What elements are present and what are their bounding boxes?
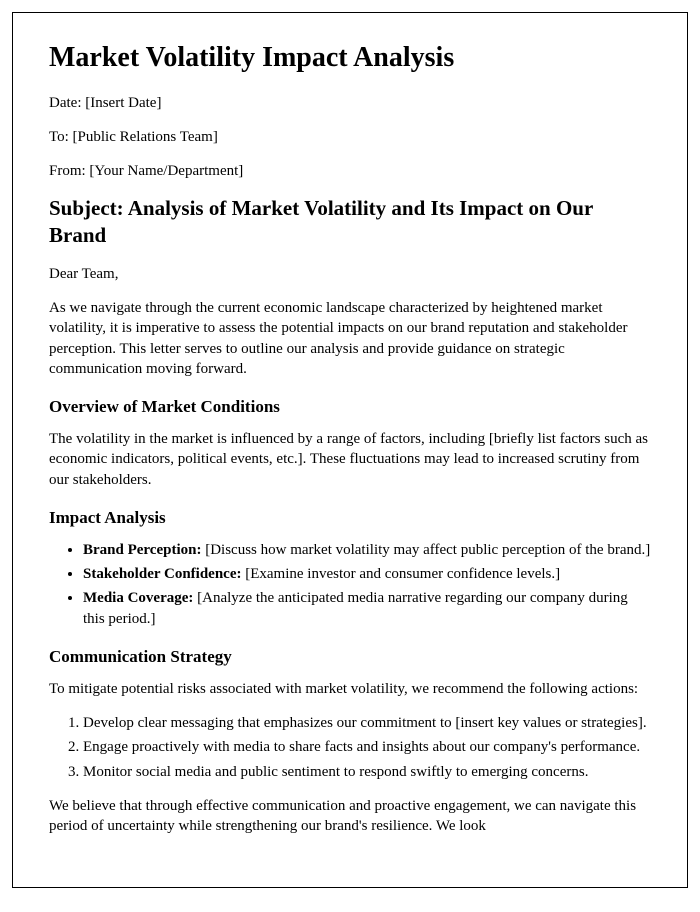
document-title: Market Volatility Impact Analysis (49, 41, 651, 75)
impact-item-label: Media Coverage: (83, 590, 193, 606)
subject-heading: Subject: Analysis of Market Volatility a… (49, 195, 651, 248)
meta-date: Date: [Insert Date] (49, 93, 651, 113)
impact-item-label: Brand Perception: (83, 542, 201, 558)
impact-item: Stakeholder Confidence: [Examine investo… (83, 564, 651, 584)
strategy-step: Develop clear messaging that emphasizes … (83, 713, 651, 733)
strategy-step: Monitor social media and public sentimen… (83, 762, 651, 782)
impact-item: Media Coverage: [Analyze the anticipated… (83, 588, 651, 629)
impact-heading: Impact Analysis (49, 508, 651, 528)
impact-item-text: [Examine investor and consumer confidenc… (241, 566, 560, 582)
meta-from: From: [Your Name/Department] (49, 161, 651, 181)
overview-body: The volatility in the market is influenc… (49, 429, 651, 490)
document-page: Market Volatility Impact Analysis Date: … (12, 12, 688, 888)
strategy-step: Engage proactively with media to share f… (83, 737, 651, 757)
impact-item-text: [Discuss how market volatility may affec… (201, 542, 650, 558)
strategy-intro: To mitigate potential risks associated w… (49, 679, 651, 699)
strategy-heading: Communication Strategy (49, 647, 651, 667)
overview-heading: Overview of Market Conditions (49, 397, 651, 417)
impact-item: Brand Perception: [Discuss how market vo… (83, 540, 651, 560)
impact-list: Brand Perception: [Discuss how market vo… (83, 540, 651, 629)
greeting: Dear Team, (49, 264, 651, 284)
closing-paragraph: We believe that through effective commun… (49, 796, 651, 837)
impact-item-label: Stakeholder Confidence: (83, 566, 241, 582)
strategy-list: Develop clear messaging that emphasizes … (83, 713, 651, 782)
intro-paragraph: As we navigate through the current econo… (49, 298, 651, 379)
meta-to: To: [Public Relations Team] (49, 127, 651, 147)
